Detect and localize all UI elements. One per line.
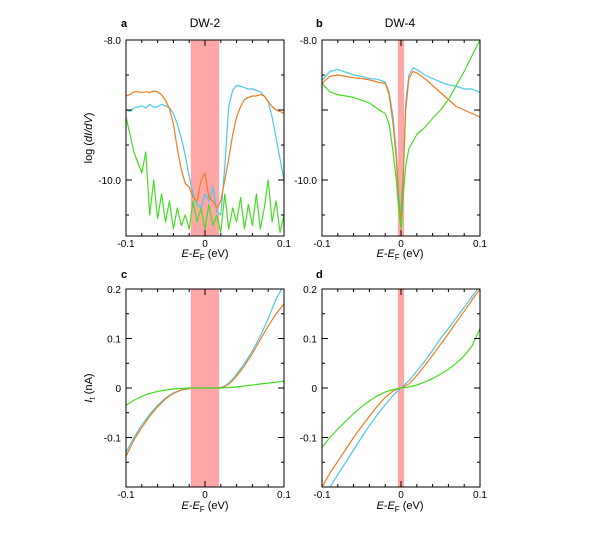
panel-c-xlabel-sub: F xyxy=(200,505,205,514)
panel-d-xlabel-unit: (eV) xyxy=(400,500,424,512)
panel-d-ticks xyxy=(321,288,481,488)
panel-a-series-green xyxy=(126,116,284,234)
panel-d-xtick-label: 0 xyxy=(398,490,404,501)
panel-c-ytick-labels: 0.2 0.1 0 -0.1 xyxy=(104,285,122,445)
panel-c-series-green xyxy=(126,380,284,406)
panel-a-xlabel-unit: (eV) xyxy=(205,248,229,260)
panel-d-xtick-label: 0.1 xyxy=(473,490,487,501)
panel-b-xtick-labels: -0.1 0 0.1 xyxy=(313,239,487,250)
panel-a-letter: a xyxy=(121,18,128,30)
panel-d-letter: d xyxy=(316,269,323,281)
panel-b-xtick-label: 0 xyxy=(398,239,404,250)
panel-a-ticks xyxy=(125,39,285,236)
panel-a-ylabel-italic: dI/dV xyxy=(83,115,95,142)
panel-b-ytick-label: -10.0 xyxy=(294,176,317,187)
panel-a-xtick-labels: -0.1 0 0.1 xyxy=(117,239,291,250)
panel-a-xtick-label: 0 xyxy=(202,239,208,250)
panel-d-series-group xyxy=(322,289,480,487)
panel-b-xlabel: E-EF (eV) xyxy=(376,248,423,262)
panel-d-ytick-label: 0.2 xyxy=(303,285,317,296)
panel-c-xlabel-main: E-E xyxy=(181,500,200,512)
panel-b-band xyxy=(397,40,405,236)
panel-d-series-green xyxy=(322,328,480,448)
panel-a-band-rect xyxy=(190,40,220,236)
panel-d-xlabel-sub: F xyxy=(395,505,400,514)
panel-a-xtick-label: 0.1 xyxy=(277,239,291,250)
panel-c-ytick-label: -0.1 xyxy=(104,434,122,445)
panel-a-series-cyan xyxy=(126,84,284,216)
panel-b-series-group xyxy=(322,40,480,230)
panel-d: d -0.1 0 0.1 0.2 0.1 0 -0.1 E-EF (eV) xyxy=(300,269,488,514)
panel-d-ytick-label: 0.1 xyxy=(303,335,317,346)
panel-a-xlabel: E-EF (eV) xyxy=(181,248,228,262)
panel-b-xlabel-unit: (eV) xyxy=(400,248,424,260)
panel-a-ylabel-prefix: log ( xyxy=(83,142,95,164)
panel-a-ylabel-suffix: ) xyxy=(83,113,95,117)
panel-c-ylabel: It (nA) xyxy=(83,373,97,402)
panel-c-ticks xyxy=(125,288,285,488)
panel-c-ytick-label: 0 xyxy=(115,384,121,395)
panel-a-ylabel: log (dI/dV) xyxy=(83,113,95,164)
panel-c-xtick-labels: -0.1 0 0.1 xyxy=(117,490,291,501)
panel-c-xlabel-unit: (eV) xyxy=(205,500,229,512)
panel-b-title: DW-4 xyxy=(385,16,416,30)
panel-b-xtick-label: 0.1 xyxy=(473,239,487,250)
panel-c: c -0.1 0 0.1 0.2 0.1 0 -0.1 E-EF (eV) It (nA) xyxy=(83,269,291,514)
panel-b-ytick-labels: -8.0 -10.0 xyxy=(294,36,317,187)
panel-c-letter: c xyxy=(121,269,127,281)
panel-a: a DW-2 -0.1 0 0.1 -8.0 -10.0 E-EF (eV) log … xyxy=(83,16,291,262)
panel-c-xtick-label: 0.1 xyxy=(277,490,291,501)
panel-d-xlabel: E-EF (eV) xyxy=(376,500,423,514)
panel-b-ticks xyxy=(321,39,481,236)
panel-a-ytick-labels: -8.0 -10.0 xyxy=(98,36,121,187)
panel-d-xtick-labels: -0.1 0 0.1 xyxy=(313,490,487,501)
panel-c-series-group xyxy=(126,289,284,457)
panel-c-xlabel: E-EF (eV) xyxy=(181,500,228,514)
panel-c-ylabel-sub: t xyxy=(88,397,97,400)
panel-a-ytick-label: -8.0 xyxy=(104,36,122,47)
panel-d-xlabel-main: E-E xyxy=(376,500,395,512)
panel-c-ylabel-suffix: (nA) xyxy=(83,373,95,397)
panel-d-series-cyan xyxy=(329,289,479,487)
panel-b-xlabel-main: E-E xyxy=(376,248,395,260)
panel-b-xlabel-sub: F xyxy=(395,253,400,262)
panel-c-xtick-label: -0.1 xyxy=(117,490,135,501)
panel-a-xlabel-main: E-E xyxy=(181,248,200,260)
panel-c-ylabel-main: I xyxy=(83,400,95,403)
panel-a-xlabel-sub: F xyxy=(200,253,205,262)
panel-a-series-group xyxy=(126,84,284,234)
panel-b-band-rect xyxy=(397,40,405,236)
panel-c-xtick-label: 0 xyxy=(202,490,208,501)
panel-b-letter: b xyxy=(316,18,323,30)
panel-b-xtick-label: -0.1 xyxy=(313,239,331,250)
panel-a-title: DW-2 xyxy=(190,16,221,30)
panel-b-series-green xyxy=(322,40,480,230)
panel-d-xtick-label: -0.1 xyxy=(313,490,331,501)
panel-c-ytick-label: 0.2 xyxy=(107,285,121,296)
panel-c-ytick-label: 0.1 xyxy=(107,335,121,346)
panel-a-band xyxy=(190,40,220,236)
panel-d-ytick-labels: 0.2 0.1 0 -0.1 xyxy=(300,285,318,445)
panel-d-ytick-label: 0 xyxy=(311,384,317,395)
panel-a-xtick-label: -0.1 xyxy=(117,239,135,250)
panel-a-series-orange xyxy=(126,90,284,209)
panel-d-ytick-label: -0.1 xyxy=(300,434,318,445)
panel-b: b DW-4 -0.1 0 0.1 -8.0 -10.0 E-EF (eV) xyxy=(294,16,487,262)
panel-b-ytick-label: -8.0 xyxy=(300,36,318,47)
panel-a-ytick-label: -10.0 xyxy=(98,176,121,187)
